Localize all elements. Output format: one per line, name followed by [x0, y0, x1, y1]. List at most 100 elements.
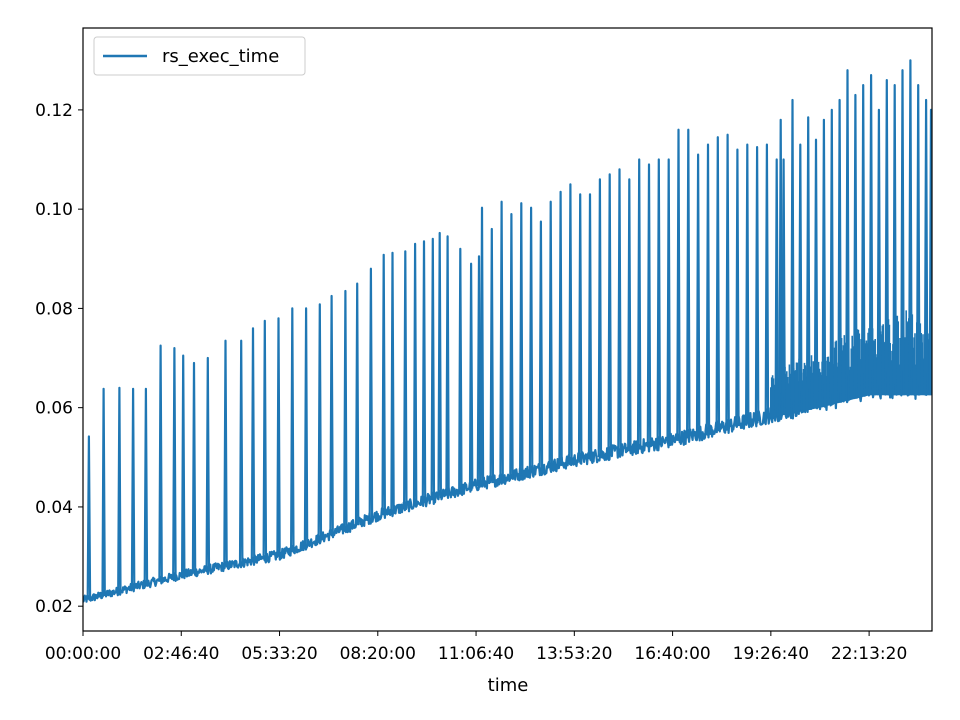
- series-spike: [538, 220, 544, 471]
- series-spike: [587, 193, 593, 460]
- y-tick-label: 0.12: [35, 101, 73, 121]
- series-spike: [837, 98, 842, 403]
- series-spike: [745, 143, 750, 424]
- series-spike: [290, 307, 295, 552]
- series-spike: [781, 158, 786, 416]
- series-spike: [86, 435, 92, 600]
- legend-box: [93, 36, 306, 76]
- series-spike: [845, 69, 850, 401]
- series-spike: [568, 183, 573, 464]
- series-spike: [381, 253, 386, 516]
- series-spike: [853, 93, 858, 399]
- y-tick-label: 0.02: [35, 597, 73, 617]
- series-spike: [476, 255, 482, 487]
- series-spike: [715, 136, 721, 432]
- series-spike: [412, 242, 418, 506]
- series-spike: [158, 344, 163, 582]
- series-spike: [421, 240, 427, 503]
- series-spike: [754, 146, 760, 422]
- series-spike: [778, 118, 783, 416]
- series-spike: [774, 158, 779, 417]
- series-spike: [884, 79, 890, 396]
- series-spike: [445, 235, 450, 496]
- series-spike: [607, 173, 612, 456]
- series-spike: [916, 84, 921, 396]
- series-spike: [191, 361, 197, 574]
- series-spike: [130, 387, 136, 589]
- series-spike: [686, 128, 691, 439]
- series-spike: [892, 84, 897, 396]
- series-spike: [876, 108, 882, 396]
- series-spike: [303, 307, 309, 546]
- series-spike: [101, 387, 106, 597]
- series-spike: [666, 158, 671, 444]
- series-spike: [479, 206, 485, 486]
- y-tick-label: 0.10: [35, 200, 73, 220]
- y-tick-label: 0.08: [35, 299, 73, 319]
- series-spike: [143, 387, 149, 586]
- series-spike: [519, 202, 524, 476]
- x-axis-label: time: [488, 675, 529, 696]
- series-spike: [900, 69, 905, 396]
- series-spike: [829, 108, 834, 405]
- x-tick-label: 00:00:00: [45, 644, 121, 664]
- series-spike: [705, 143, 711, 434]
- x-tick-label: 19:26:40: [733, 644, 809, 664]
- series-spike: [489, 227, 495, 484]
- series-spike: [923, 98, 929, 396]
- series-spike: [636, 158, 642, 450]
- series-spike: [617, 168, 622, 454]
- series-spike: [735, 148, 740, 427]
- series-spike: [117, 386, 122, 593]
- series-spike: [646, 163, 652, 448]
- series-spike: [908, 59, 913, 396]
- series-spike: [548, 200, 553, 469]
- series-spike: [368, 267, 374, 520]
- series-spike: [805, 116, 811, 411]
- series-spike: [656, 158, 662, 446]
- series-spike: [430, 237, 436, 501]
- series-spike: [390, 251, 395, 513]
- series-layer: [83, 59, 932, 603]
- series-spike: [317, 303, 323, 541]
- x-tick-label: 22:13:20: [831, 644, 907, 664]
- series-spike: [250, 327, 256, 562]
- x-tick-label: 13:53:20: [536, 644, 612, 664]
- x-tick-label: 08:20:00: [340, 644, 416, 664]
- legend: rs_exec_time: [93, 36, 306, 76]
- series-spike: [343, 289, 348, 531]
- legend-label: rs_exec_time: [162, 46, 279, 67]
- series-spike: [676, 128, 681, 441]
- series-spike: [205, 356, 211, 572]
- x-tick-label: 11:06:40: [438, 644, 514, 664]
- series-spike: [695, 153, 701, 437]
- series-spike: [262, 319, 268, 560]
- series-spike: [329, 294, 334, 536]
- series-spike: [597, 178, 603, 458]
- series-spike: [238, 339, 244, 565]
- series-spike: [437, 231, 442, 499]
- series-spike: [458, 247, 463, 492]
- series-spike: [798, 143, 803, 412]
- series-spike: [821, 118, 827, 407]
- series-spike: [764, 143, 770, 419]
- series-spike: [403, 250, 408, 509]
- series-spike: [627, 178, 632, 452]
- series-spike: [813, 138, 819, 409]
- series-spike: [558, 190, 563, 466]
- x-axis: 00:00:00 02:46:40 05:33:20 08:20:00 11:06:40…: [45, 631, 907, 664]
- series-spike: [868, 74, 874, 396]
- series-spike: [181, 354, 186, 577]
- x-tick-label: 05:33:20: [241, 644, 317, 664]
- plot-frame: [82, 27, 933, 632]
- series-spike: [354, 282, 360, 526]
- series-spike: [276, 317, 281, 557]
- y-tick-label: 0.06: [35, 399, 73, 419]
- series-spike: [577, 193, 583, 462]
- x-tick-label: 02:46:40: [143, 644, 219, 664]
- series-spike: [509, 213, 514, 479]
- series-spike: [223, 339, 228, 568]
- series-line-rs_exec_time: [83, 367, 932, 603]
- series-spike: [725, 133, 730, 429]
